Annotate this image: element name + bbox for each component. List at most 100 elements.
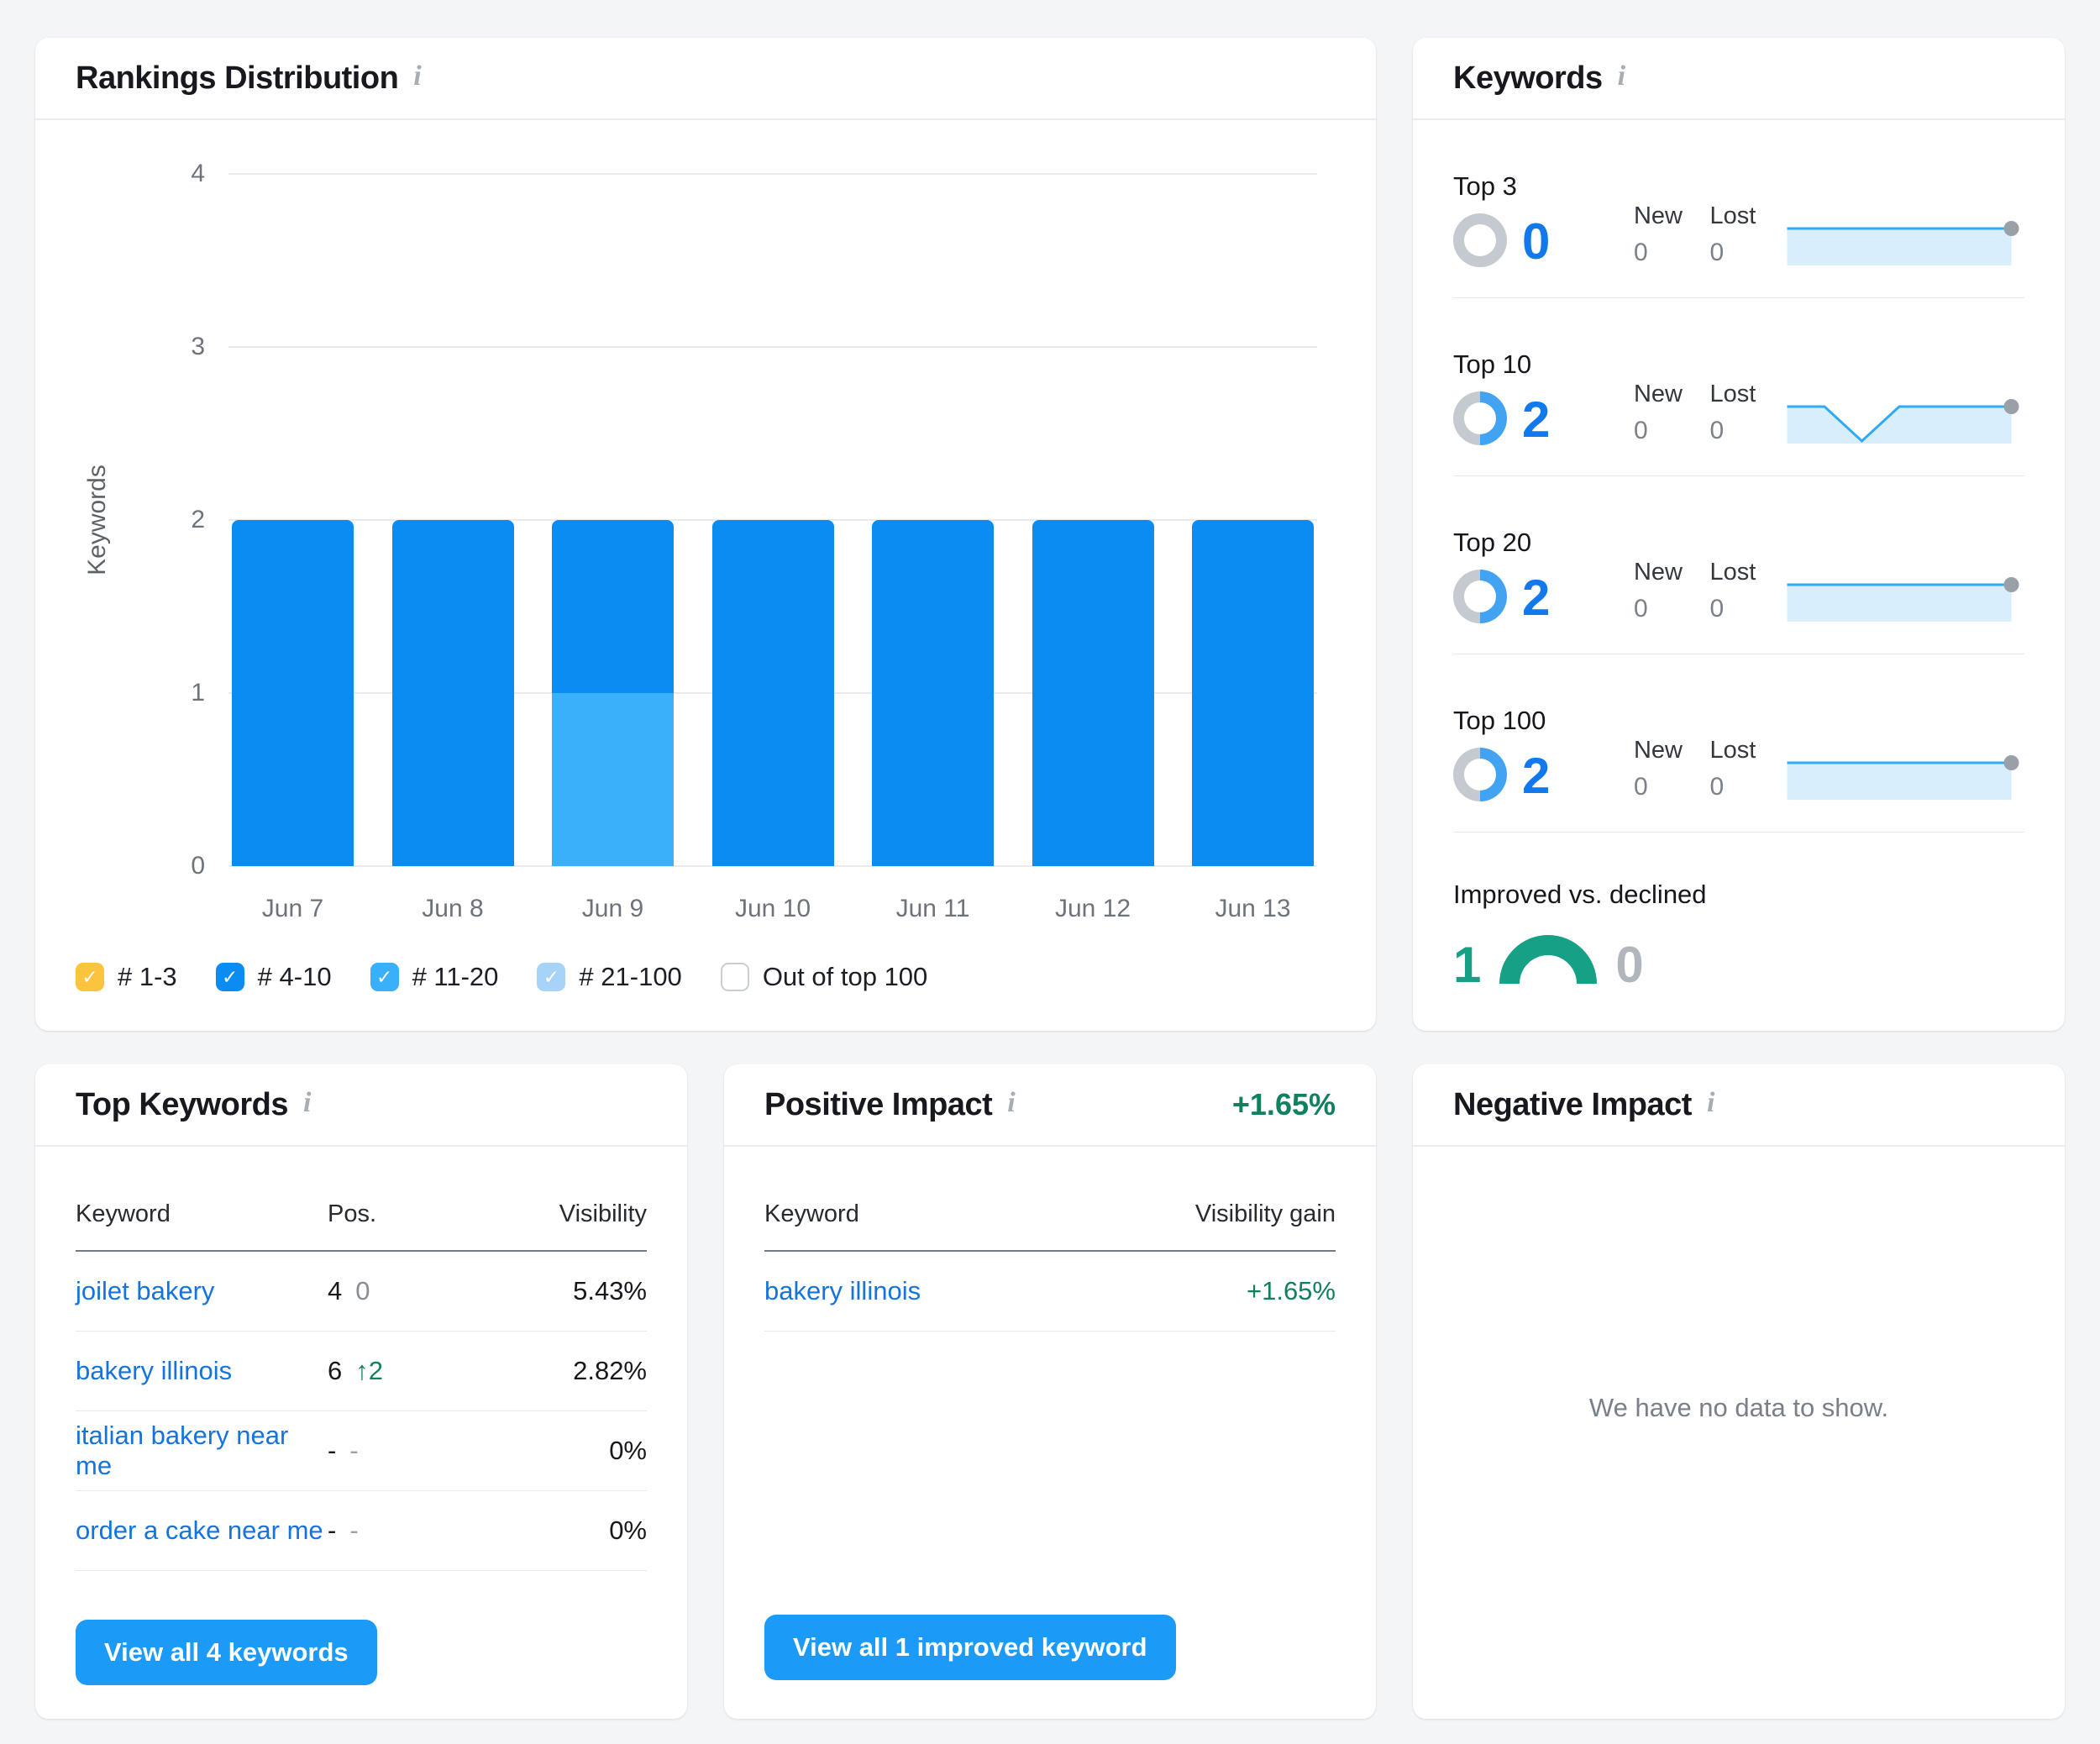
checkbox-icon[interactable]: ✓ [537,963,566,991]
total-visibility-gain: +1.65% [1231,1087,1336,1122]
top-keywords-card: Top Keywords i Keyword Pos. Visibility j… [35,1064,687,1719]
lost-value: 0 [1709,239,1725,266]
new-value: 0 [1633,417,1648,444]
positive-impact-table: Keyword Visibility gain bakery illinois … [724,1147,1376,1719]
keywords-count: 2 [1522,570,1551,626]
new-label: New [1633,559,1683,586]
bar-segment-11-20 [552,693,674,866]
legend-label: # 1-3 [118,962,177,991]
legend-item-1-3[interactable]: ✓ # 1-3 [76,962,177,992]
positive-impact-header: Positive Impact i +1.65% [724,1064,1376,1147]
card-title: Keywords [1453,60,1603,96]
new-value: 0 [1633,595,1648,622]
visibility-gain-value: +1.65% [1246,1276,1336,1305]
bar-jun-12[interactable] [1032,520,1154,866]
position-value: - [328,1515,337,1545]
position-change: - [349,1436,359,1465]
positive-impact-card: Positive Impact i +1.65% Keyword Visibil… [724,1064,1376,1719]
range-label: Top 100 [1453,706,1546,735]
table-row: order a cake near me -- 0% [76,1491,647,1571]
position-change: 0 [355,1276,370,1305]
new-value: 0 [1633,239,1648,266]
gridline-4 [228,173,1317,175]
rankings-distribution-card: Rankings Distribution i Keywords 4 3 2 1 0 J… [35,38,1376,1031]
improved-vs-declined-section: Improved vs. declined 1 0 [1453,833,2024,990]
donut-chart [1453,748,1507,801]
keywords-body: Top 3 0 New 0 Lost 0 Top [1413,120,2065,1031]
donut-chart [1453,391,1507,445]
negative-impact-card: Negative Impact i We have no data to sho… [1413,1064,2065,1719]
bar-jun-9[interactable] [552,520,674,866]
keyword-link[interactable]: italian bakery near me [76,1421,289,1480]
checkbox-icon[interactable]: ✓ [370,963,399,991]
bar-segment-4-10 [1032,520,1154,866]
empty-message: We have no data to show. [1588,1392,1889,1422]
legend-label: # 11-20 [412,962,499,991]
bar-segment-4-10 [552,520,674,693]
rankings-distribution-header: Rankings Distribution i [35,38,1376,120]
info-icon[interactable]: i [1706,1087,1715,1118]
legend-item-4-10[interactable]: ✓ # 4-10 [215,962,332,992]
y-axis-title: Keywords [83,465,111,575]
empty-state: We have no data to show. [1413,1147,2065,1719]
keywords-header: Keywords i [1413,38,2065,120]
lost-label: Lost [1709,381,1756,407]
visibility-value: 0% [609,1436,647,1465]
keywords-count: 0 [1522,213,1551,270]
bar-jun-7[interactable] [232,520,354,866]
x-tick-jun-7: Jun 7 [261,895,324,922]
improved-declined-gauge [1499,935,1598,984]
x-axis-labels: Jun 7 Jun 8 Jun 9 Jun 10 Jun 11 Jun 12 Jun 13 [228,895,1317,923]
range-label: Top 10 [1453,349,1532,379]
keywords-row-top-20: Top 20 2 New 0 Lost 0 [1453,476,2024,654]
keywords-row-top-100: Top 100 2 New 0 Lost 0 [1453,654,2024,833]
bar-jun-13[interactable] [1192,520,1314,866]
legend-item-out-of-top-100[interactable]: Out of top 100 [720,962,928,992]
info-icon[interactable]: i [1617,60,1626,92]
table-row: bakery illinois +1.65% [764,1252,1336,1332]
donut-chart [1453,570,1507,623]
legend-label: Out of top 100 [762,962,928,991]
column-keyword: Keyword [76,1200,171,1227]
card-title: Negative Impact [1453,1086,1692,1122]
checkbox-icon[interactable]: ✓ [76,963,104,991]
new-value: 0 [1633,773,1648,801]
checkbox-icon[interactable] [720,963,749,991]
legend-item-11-20[interactable]: ✓ # 11-20 [370,962,499,992]
checkbox-icon[interactable]: ✓ [215,963,244,991]
new-label: New [1633,202,1683,229]
range-label: Top 3 [1453,171,1517,201]
improved-vs-declined-label: Improved vs. declined [1453,880,1707,909]
legend-item-21-100[interactable]: ✓ # 21-100 [537,962,682,992]
keyword-link[interactable]: order a cake near me [76,1515,323,1545]
view-all-improved-button[interactable]: View all 1 improved keyword [764,1615,1176,1680]
bar-jun-8[interactable] [391,520,514,866]
lost-value: 0 [1709,773,1725,801]
table-row: bakery illinois 6 ↑2 2.82% [76,1332,647,1411]
chart-legend: ✓ # 1-3 ✓ # 4-10 ✓ # 11-20 ✓ # 21-100 Out of top… [76,962,1317,992]
position-value: - [328,1436,337,1465]
keyword-link[interactable]: bakery illinois [76,1356,233,1385]
info-icon[interactable]: i [303,1087,312,1118]
y-tick-0: 0 [191,852,205,880]
bar-jun-11[interactable] [872,520,994,866]
position-change: ↑2 [355,1356,383,1385]
keyword-link[interactable]: bakery illinois [764,1276,921,1305]
visibility-value: 0% [609,1515,647,1545]
bar-segment-4-10 [232,520,354,866]
bar-jun-10[interactable] [711,520,834,866]
table-header: Keyword Visibility gain [764,1147,1336,1252]
plot-area: 4 3 2 1 0 [191,160,1317,880]
column-visibility-gain: Visibility gain [1194,1200,1336,1227]
table-row: italian bakery near me -- 0% [76,1411,647,1491]
x-tick-jun-10: Jun 10 [734,895,811,922]
bar-segment-4-10 [1192,520,1314,866]
view-all-keywords-button[interactable]: View all 4 keywords [76,1620,377,1685]
keyword-link[interactable]: joilet bakery [76,1276,215,1305]
info-icon[interactable]: i [1007,1087,1016,1118]
lost-label: Lost [1709,202,1756,229]
info-icon[interactable]: i [413,60,422,92]
